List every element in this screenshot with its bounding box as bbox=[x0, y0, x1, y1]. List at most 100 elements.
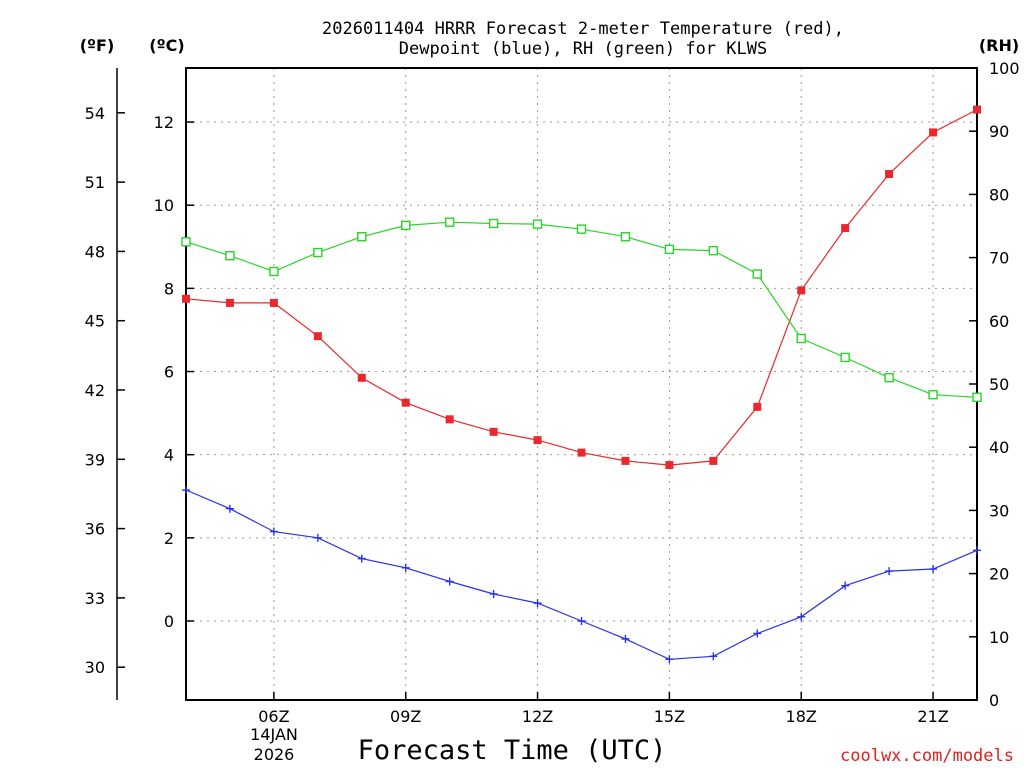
x-tick-label: 15Z bbox=[654, 707, 685, 726]
rh-point bbox=[972, 392, 982, 402]
rh-tick-label: 10 bbox=[989, 628, 1009, 647]
x-tick-label: 09Z bbox=[390, 707, 421, 726]
fahrenheit-tick-label: 54 bbox=[85, 104, 105, 123]
x-tick-label: 06Z bbox=[258, 707, 289, 726]
rh-point bbox=[269, 266, 279, 277]
dewpoint-series-line bbox=[185, 489, 978, 660]
dewpoint-point bbox=[665, 655, 674, 664]
rh-unit-label: (RH) bbox=[979, 36, 1019, 55]
rh-point bbox=[664, 244, 675, 255]
dewpoint-point bbox=[577, 617, 586, 625]
celsius-tick-label: 4 bbox=[164, 446, 174, 465]
rh-point bbox=[576, 224, 587, 234]
rh-point bbox=[620, 232, 631, 242]
dewpoint-point bbox=[797, 612, 806, 621]
dewpoint-point bbox=[269, 527, 278, 536]
date-day-label: 14JAN bbox=[250, 725, 298, 744]
date-year-label: 2026 bbox=[254, 745, 295, 764]
rh-point bbox=[181, 237, 191, 247]
dewpoint-point bbox=[225, 504, 234, 513]
temperature-point bbox=[401, 398, 410, 407]
rh-point bbox=[708, 245, 719, 256]
dewpoint-point bbox=[753, 629, 762, 638]
fahrenheit-tick-label: 36 bbox=[85, 520, 105, 539]
rh-tick-label: 50 bbox=[989, 375, 1009, 394]
temperature-point bbox=[182, 294, 190, 303]
grid bbox=[186, 68, 977, 700]
credit-link[interactable]: coolwx.com/models bbox=[840, 746, 1014, 766]
rh-tick-label: 100 bbox=[989, 59, 1020, 78]
fahrenheit-tick-label: 30 bbox=[85, 658, 105, 677]
temperature-point bbox=[357, 373, 366, 382]
fahrenheit-unit-label: (ºF) bbox=[80, 36, 115, 55]
fahrenheit-tick-label: 48 bbox=[85, 242, 105, 261]
temperature-point bbox=[313, 332, 322, 341]
rh-tick-label: 80 bbox=[989, 185, 1009, 204]
temperature-point bbox=[665, 461, 674, 470]
dewpoint-point bbox=[401, 563, 410, 572]
dewpoint-point bbox=[885, 567, 894, 576]
celsius-tick-label: 8 bbox=[164, 279, 174, 298]
series-layer bbox=[181, 105, 982, 664]
fahrenheit-tick-label: 39 bbox=[85, 450, 105, 469]
dewpoint-point bbox=[357, 554, 366, 563]
dewpoint-point bbox=[621, 634, 630, 643]
plot-frame bbox=[185, 67, 978, 701]
x-tick-label: 21Z bbox=[917, 707, 948, 726]
rh-tick-label: 30 bbox=[989, 501, 1009, 520]
celsius-tick-label: 12 bbox=[154, 113, 174, 132]
rh-tick-label: 40 bbox=[989, 438, 1009, 457]
temperature-point bbox=[797, 286, 806, 295]
dewpoint-point bbox=[929, 565, 938, 574]
chart-title-line1: 2026011404 HRRR Forecast 2-meter Tempera… bbox=[322, 19, 844, 39]
temperature-point bbox=[577, 448, 586, 457]
rh-point bbox=[796, 333, 806, 344]
dewpoint-point bbox=[533, 599, 542, 608]
celsius-unit-label: (ºC) bbox=[149, 36, 184, 55]
temperature-series-line bbox=[185, 109, 978, 466]
temperature-point bbox=[709, 456, 718, 465]
rh-point bbox=[357, 232, 367, 242]
tick-labels: 0 2 4 6 8 10 12 06Z 09Z 12Z 15Z 18Z 21Z 30 33 36 39 42 45 4… bbox=[85, 59, 1020, 726]
rh-point bbox=[840, 352, 850, 363]
rh-tick-label: 90 bbox=[989, 122, 1009, 141]
fahrenheit-tick-label: 45 bbox=[85, 312, 105, 331]
rh-tick-label: 0 bbox=[989, 691, 999, 710]
dewpoint-point bbox=[489, 589, 498, 598]
rh-point bbox=[488, 218, 499, 229]
dewpoint-point bbox=[841, 581, 850, 590]
dewpoint-point bbox=[973, 546, 981, 555]
x-tick-label: 12Z bbox=[522, 707, 553, 726]
fahrenheit-tick-label: 33 bbox=[85, 589, 105, 608]
temperature-point bbox=[489, 427, 498, 436]
chart-title-line2: Dewpoint (blue), RH (green) for KLWS bbox=[399, 39, 767, 59]
x-tick-label: 18Z bbox=[786, 707, 817, 726]
rh-point bbox=[752, 269, 762, 279]
x-axis-title: Forecast Time (UTC) bbox=[358, 735, 667, 766]
dewpoint-point bbox=[709, 652, 718, 661]
dewpoint-point bbox=[182, 486, 190, 495]
rh-tick-label: 60 bbox=[989, 312, 1009, 331]
rh-tick-label: 20 bbox=[989, 565, 1009, 584]
rh-point bbox=[444, 217, 455, 227]
temperature-point bbox=[841, 224, 850, 233]
temperature-point bbox=[225, 298, 234, 307]
celsius-tick-label: 6 bbox=[164, 363, 174, 382]
dewpoint-point bbox=[445, 577, 454, 586]
fahrenheit-tick-label: 42 bbox=[85, 381, 105, 400]
temperature-point bbox=[885, 170, 894, 179]
rh-point bbox=[401, 220, 411, 231]
celsius-tick-label: 2 bbox=[164, 529, 174, 548]
temperature-point bbox=[753, 402, 762, 411]
temperature-point bbox=[929, 128, 938, 137]
rh-point bbox=[225, 251, 235, 261]
celsius-tick-label: 10 bbox=[154, 196, 174, 215]
temperature-point bbox=[533, 436, 542, 445]
dewpoint-point bbox=[313, 533, 322, 542]
rh-point bbox=[532, 219, 543, 229]
celsius-tick-label: 0 bbox=[164, 612, 174, 631]
temperature-point bbox=[445, 415, 454, 424]
rh-point bbox=[884, 372, 894, 383]
temperature-point bbox=[973, 105, 981, 114]
